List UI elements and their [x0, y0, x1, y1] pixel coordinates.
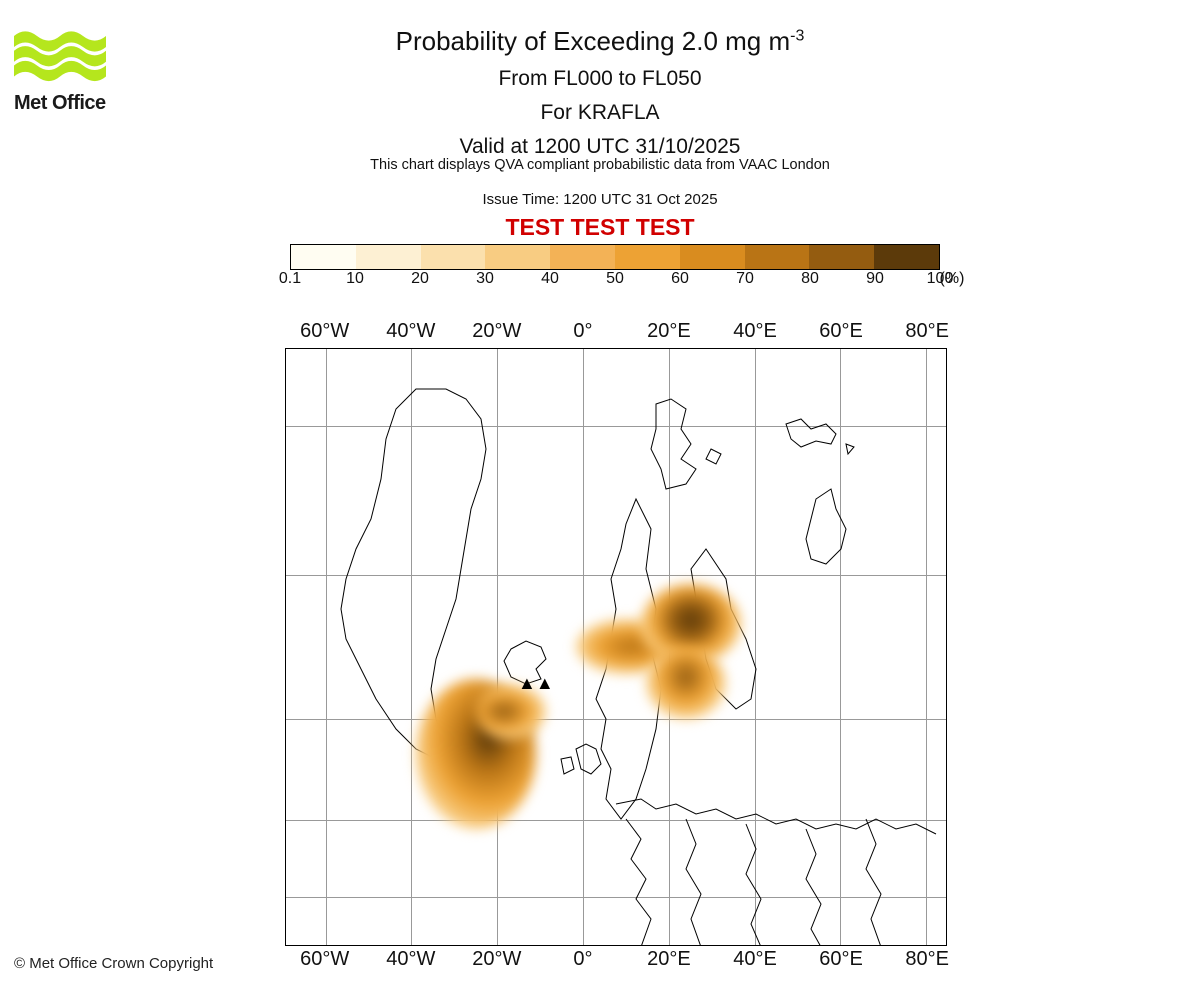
colorbar-container: 0.1 10 20 30 40 50 60 70 80 90 100 (%) [290, 244, 940, 290]
map-plot-area[interactable]: 80°N 70°N 60°N 50°N 40°N 80°N 70°N 60°N … [285, 348, 947, 946]
map-container: 60°W 40°W 20°W 0° 20°E 40°E 60°E 80°E 80… [285, 320, 947, 918]
chart-subtitle-valid: Valid at 1200 UTC 31/10/2025 [0, 135, 1200, 159]
test-watermark-text: TEST TEST TEST [0, 214, 1200, 241]
colorbar-tick-labels: 0.1 10 20 30 40 50 60 70 80 90 100 (%) [290, 270, 940, 290]
chart-title: Probability of Exceeding 2.0 mg m-3 [0, 26, 1200, 57]
top-longitude-axis: 60°W 40°W 20°W 0° 20°E 40°E 60°E 80°E [285, 320, 947, 346]
colorbar-gradient [290, 244, 940, 270]
coastline-overlay [286, 349, 947, 946]
chart-title-block: Probability of Exceeding 2.0 mg m-3 From… [0, 26, 1200, 159]
qva-note-text: This chart displays QVA compliant probab… [0, 157, 1200, 173]
issue-time-text: Issue Time: 1200 UTC 31 Oct 2025 [0, 191, 1200, 208]
bottom-longitude-axis: 60°W 40°W 20°W 0° 20°E 40°E 60°E 80°E [285, 948, 947, 974]
krafla-volcano-icon[interactable]: ▲▲ [518, 674, 554, 692]
chart-subtitle-volcano: For KRAFLA [0, 101, 1200, 125]
chart-notes-block: This chart displays QVA compliant probab… [0, 157, 1200, 241]
chart-subtitle-fl: From FL000 to FL050 [0, 67, 1200, 91]
copyright-text: © Met Office Crown Copyright [14, 955, 213, 972]
